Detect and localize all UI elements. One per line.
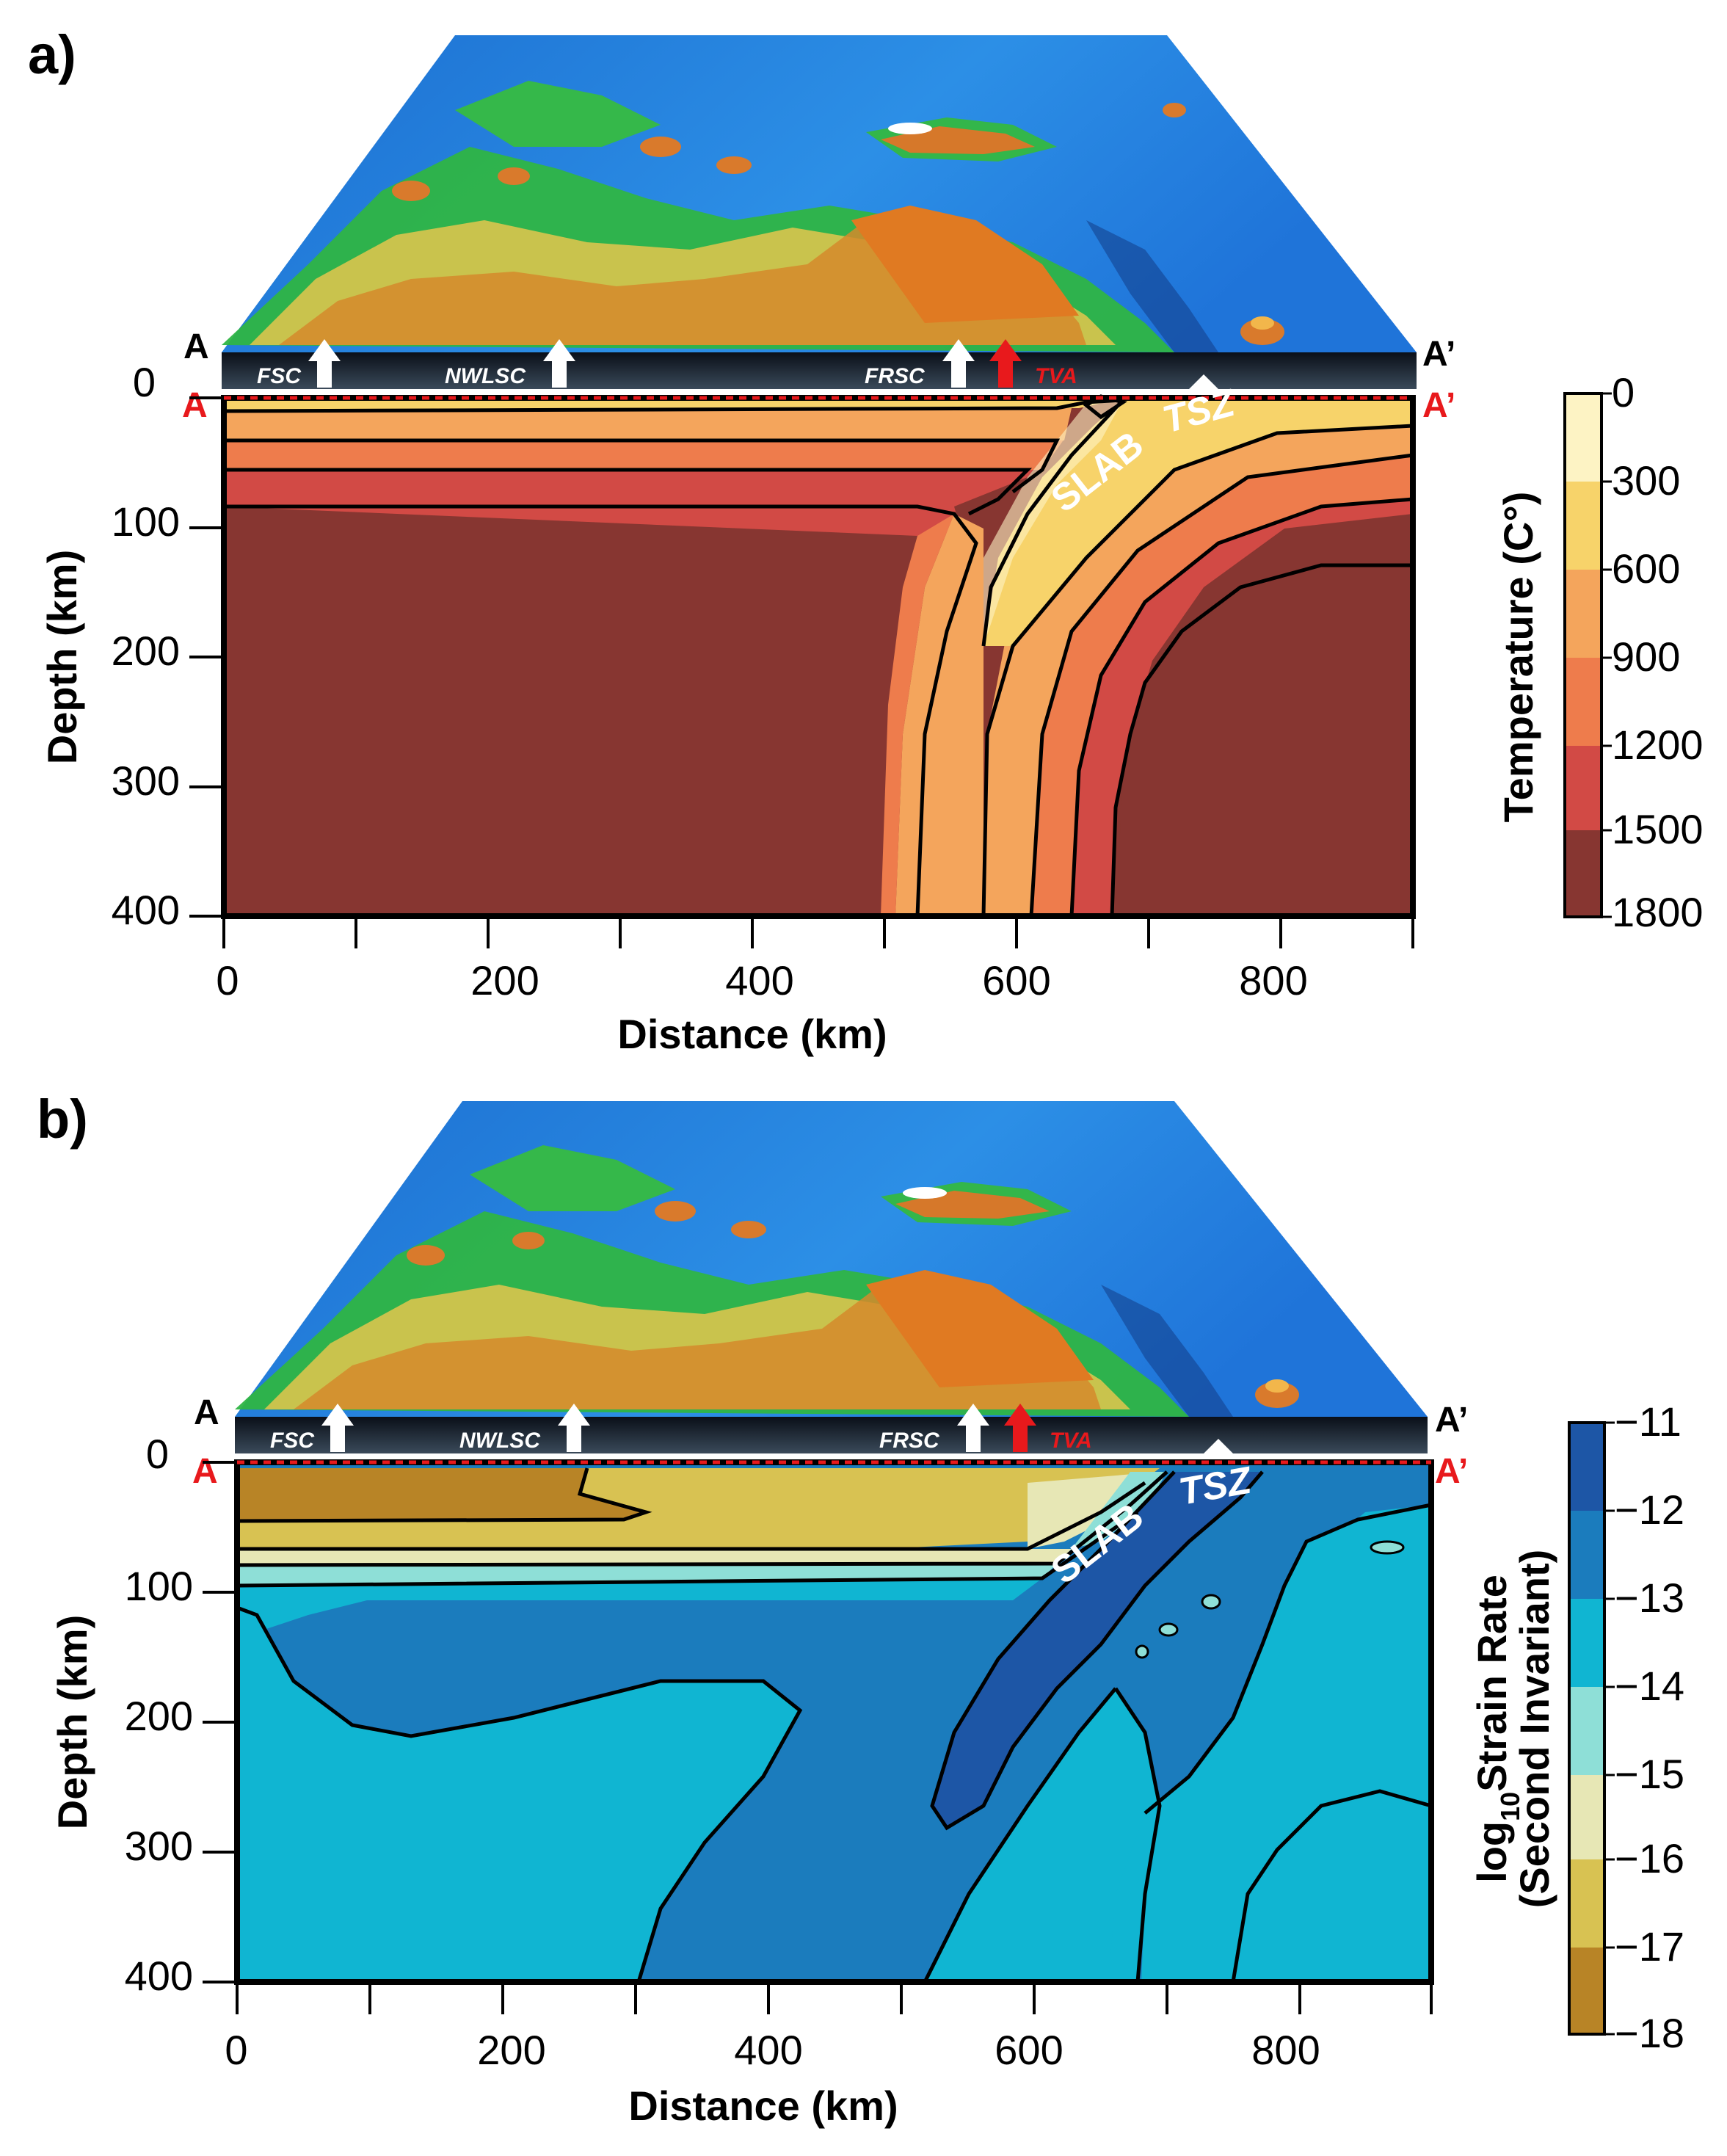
- y-axis-label: Depth (km): [39, 550, 85, 764]
- colorbar-swatch: [1569, 1775, 1604, 1859]
- feature-tva: TVA: [1035, 364, 1077, 388]
- feature-frsc: FRSC: [865, 364, 926, 388]
- colorbar-tick: −11: [1615, 1398, 1681, 1445]
- x-axis: [222, 916, 1414, 948]
- x-tick: 400: [725, 957, 793, 1003]
- colorbar-swatch: [1569, 1599, 1604, 1687]
- colorbar-swatch: [1569, 1859, 1604, 1948]
- colorbar-swatch: [1569, 1687, 1604, 1775]
- arrow-up-icon: [957, 1404, 989, 1452]
- x-tick: 800: [1239, 957, 1307, 1003]
- x-tick: 600: [982, 957, 1050, 1003]
- strain-rate-section: [234, 1459, 1434, 1985]
- y-tick: 400: [112, 887, 180, 933]
- terrain-block: [222, 35, 1417, 352]
- arrow-up-icon: [308, 339, 341, 388]
- feature-nwlsc: NWLSC: [445, 364, 526, 388]
- colorbar-swatch: [1569, 1948, 1604, 2034]
- section-start-label: A: [192, 1452, 218, 1491]
- x-axis: [236, 1982, 1433, 2014]
- y-tick: 0: [133, 359, 156, 405]
- y-axis-label: Depth (km): [49, 1615, 95, 1829]
- feature-frsc: FRSC: [879, 1429, 940, 1453]
- feature-nwlsc: NWLSC: [459, 1429, 541, 1453]
- section-end-label: A’: [1435, 1452, 1468, 1491]
- arrow-up-icon: [942, 339, 975, 388]
- colorbar-swatch: [1569, 1511, 1604, 1599]
- colorbar-title: Temperature (C°): [1495, 492, 1541, 823]
- colorbar-tick: 1500: [1612, 806, 1704, 852]
- panel-a: a) A A’ A A’ FSC NWLSC FRSC TVA: [28, 24, 1704, 1057]
- x-tick: 800: [1251, 2027, 1320, 2073]
- strain-rate-colorbar: [1568, 1421, 1615, 2036]
- colorbar-tick: 0: [1612, 369, 1635, 415]
- y-tick: 100: [125, 1563, 193, 1609]
- arrow-up-icon: [1004, 1404, 1036, 1452]
- colorbar-tick: 1800: [1612, 889, 1704, 935]
- feature-fsc: FSC: [270, 1429, 315, 1453]
- y-axis: [203, 1461, 237, 1983]
- colorbar-tick: 900: [1612, 634, 1680, 680]
- y-tick: 300: [125, 1823, 193, 1869]
- y-tick: 200: [112, 628, 180, 674]
- feature-fsc: FSC: [257, 364, 302, 388]
- colorbar-tick: −15: [1615, 1751, 1684, 1797]
- colorbar-swatch: [1565, 746, 1601, 830]
- y-tick: 400: [125, 1953, 193, 1999]
- temperature-colorbar: [1563, 392, 1612, 918]
- section-end-label: A’: [1422, 386, 1455, 425]
- x-axis-label: Distance (km): [628, 2083, 898, 2129]
- x-tick: 400: [734, 2027, 802, 2073]
- temperature-section: [221, 394, 1416, 919]
- y-tick: 200: [125, 1693, 193, 1739]
- colorbar-swatch: [1565, 830, 1601, 917]
- colorbar-tick: −18: [1615, 2010, 1684, 2056]
- colorbar-swatch: [1569, 1423, 1604, 1511]
- arrow-up-icon: [989, 339, 1022, 388]
- feature-tva: TVA: [1050, 1429, 1092, 1453]
- x-tick: 200: [470, 957, 539, 1003]
- arrow-up-icon: [543, 339, 575, 388]
- svg-text:(Second Invariant): (Second Invariant): [1511, 1550, 1557, 1909]
- x-tick: 0: [225, 2027, 247, 2073]
- svg-text:log10Strain Rate: log10Strain Rate: [1469, 1575, 1525, 1883]
- panel-label: a): [28, 24, 76, 85]
- colorbar-swatch: [1565, 570, 1601, 658]
- x-tick: 0: [216, 957, 239, 1003]
- y-axis: [189, 396, 224, 918]
- x-tick: 600: [995, 2027, 1063, 2073]
- colorbar-swatch: [1565, 482, 1601, 570]
- profile-start-label: A: [183, 327, 209, 366]
- arrow-up-icon: [321, 1404, 354, 1452]
- terrain-block: [235, 1101, 1428, 1417]
- y-tick: 100: [112, 498, 180, 545]
- colorbar-swatch: [1565, 658, 1601, 746]
- section-start-label: A: [182, 386, 208, 425]
- x-axis-label: Distance (km): [617, 1011, 887, 1057]
- colorbar-tick: 600: [1612, 545, 1680, 592]
- colorbar-swatch: [1565, 393, 1601, 482]
- y-tick: 300: [112, 758, 180, 804]
- colorbar-tick: −13: [1615, 1575, 1684, 1621]
- colorbar-tick: 1200: [1612, 722, 1704, 768]
- colorbar-tick: 300: [1612, 457, 1680, 504]
- profile-start-label: A: [194, 1393, 219, 1432]
- colorbar-tick: −12: [1615, 1487, 1684, 1533]
- profile-end-label: A’: [1422, 335, 1455, 374]
- x-tick: 200: [477, 2027, 545, 2073]
- arrow-up-icon: [558, 1404, 590, 1452]
- profile-strip: [222, 352, 1417, 389]
- colorbar-tick: −17: [1615, 1923, 1684, 1970]
- profile-strip: [235, 1417, 1428, 1453]
- panel-label: b): [37, 1089, 88, 1150]
- colorbar-title: log10Strain Rate (Second Invariant): [1469, 1550, 1557, 1909]
- panel-b: b) A A’ A A’ FSC NWLSC FRSC TVA: [37, 1089, 1684, 2129]
- colorbar-tick: −16: [1615, 1835, 1684, 1881]
- profile-end-label: A’: [1435, 1401, 1468, 1440]
- y-tick: 0: [146, 1431, 169, 1477]
- colorbar-tick: −14: [1615, 1663, 1684, 1709]
